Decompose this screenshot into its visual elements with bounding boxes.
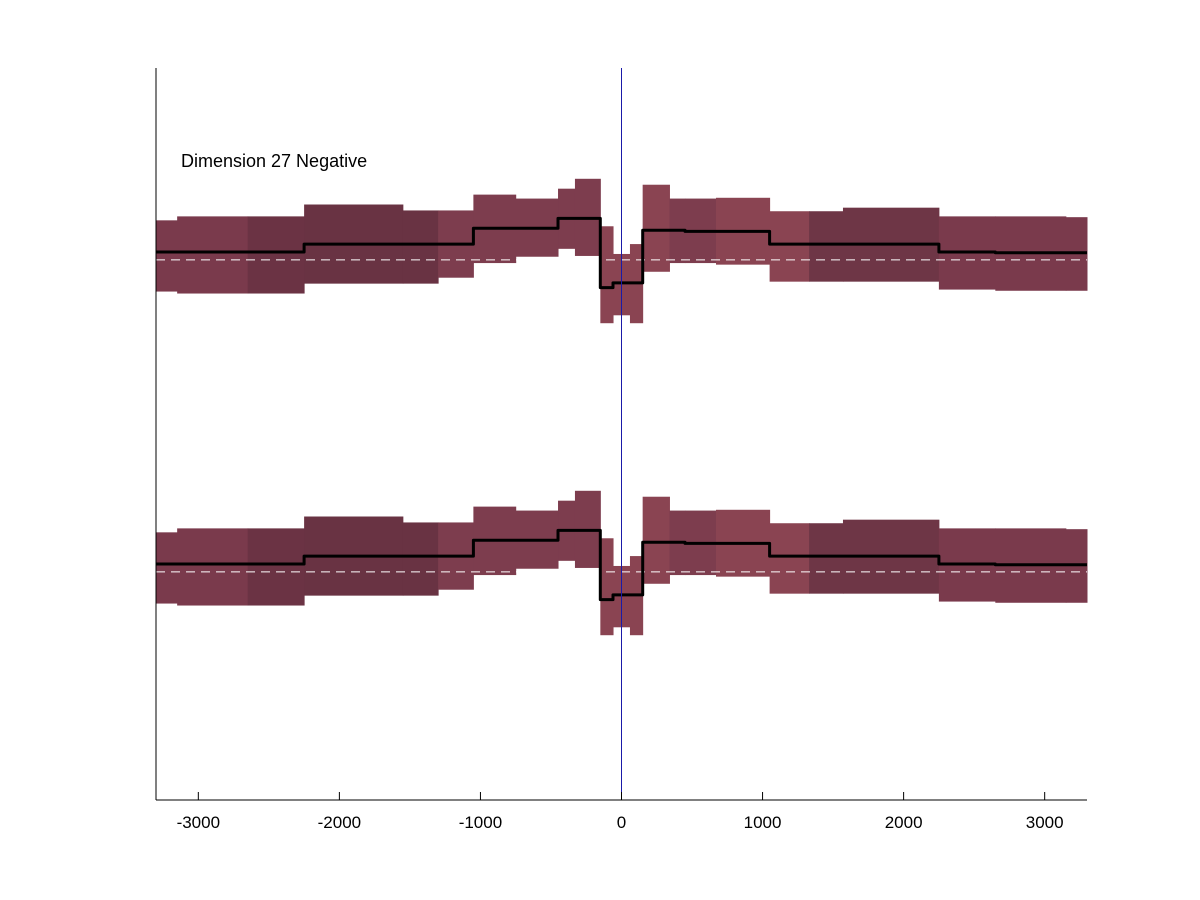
band-segment-lower-11 <box>613 565 622 628</box>
chart-annotation: Dimension 27 Negative <box>181 151 367 171</box>
band-segment-lower-14 <box>642 496 670 584</box>
band-segment-upper-0 <box>156 220 178 292</box>
panel-upper <box>156 178 1088 324</box>
band-segment-lower-0 <box>156 532 178 604</box>
band-segment-lower-12 <box>621 565 631 628</box>
band-segment-upper-10 <box>600 226 614 324</box>
band-segment-lower-18 <box>769 523 810 594</box>
x-tick-label: -2000 <box>318 813 361 832</box>
band-segment-upper-14 <box>642 184 670 272</box>
x-tick-label: 1000 <box>744 813 782 832</box>
x-axis-ticks: -3000 -2000 -1000 0 1000 2000 3000 <box>177 792 1064 832</box>
x-tick-label: 0 <box>617 813 626 832</box>
band-segment-upper-1 <box>177 216 249 294</box>
band-segment-lower-10 <box>600 538 614 636</box>
x-tick-label: 2000 <box>885 813 923 832</box>
x-tick-label: -1000 <box>459 813 502 832</box>
band-segment-upper-18 <box>769 211 810 282</box>
x-tick-label: -3000 <box>177 813 220 832</box>
band-segment-lower-2 <box>247 528 305 606</box>
band-segment-upper-19 <box>809 211 844 282</box>
band-segment-lower-19 <box>809 523 844 594</box>
band-segment-lower-4 <box>402 522 439 596</box>
band-segment-upper-11 <box>613 253 622 316</box>
band-segment-upper-2 <box>247 216 305 294</box>
band-segment-upper-4 <box>402 210 439 284</box>
x-tick-label: 3000 <box>1026 813 1064 832</box>
band-segment-lower-1 <box>177 528 249 606</box>
band-segment-upper-12 <box>621 253 631 316</box>
